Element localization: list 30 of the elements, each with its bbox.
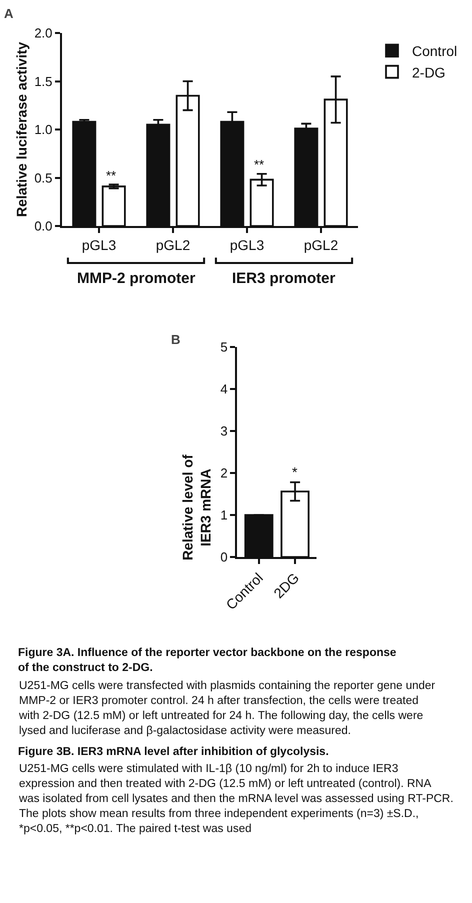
x-tick-label: pGL3 bbox=[82, 236, 116, 253]
x-tick-label: pGL2 bbox=[156, 236, 190, 253]
legend-label: Control bbox=[412, 43, 458, 60]
caption: Figure 3A. Influence of the reporter vector backbone on the response of the construct to 2-DG. bbox=[18, 647, 396, 674]
y-axis-title: Relative level of IER3 mRNA bbox=[179, 454, 214, 560]
y-tick-label: 5 bbox=[220, 340, 228, 355]
y-tick-label: 4 bbox=[220, 382, 228, 397]
y-tick-label: 1.5 bbox=[34, 74, 52, 89]
y-tick-label: 2 bbox=[220, 466, 228, 481]
y-tick-label: 0.5 bbox=[34, 170, 52, 186]
annotation: ** bbox=[106, 168, 116, 183]
annotation: ** bbox=[254, 157, 264, 172]
y-tick-label: 1 bbox=[220, 508, 228, 523]
y-tick-label: 1.0 bbox=[34, 122, 52, 138]
annotation: * bbox=[292, 464, 298, 480]
caption: Figure 3B. IER3 mRNA level after inhibition of glycolysis. bbox=[18, 746, 329, 758]
chart-title: A bbox=[4, 6, 14, 21]
x-tick-label: pGL2 bbox=[304, 236, 338, 253]
y-tick-label: 0 bbox=[220, 550, 228, 565]
text: U251-MG cells were transfected with plasmids containing the reporter gene under MMP-2 or IER3 promoter control. 24 h after transfection, the cells were treated with 2-DG (12.5 mM) or left untreated for 24 h. The following day, the cells were lysed and luciferase and β-galactosidase activity were measured. bbox=[18, 680, 436, 737]
y-tick-label: 2.0 bbox=[34, 26, 52, 41]
y-axis-title: Relative luciferase activity bbox=[13, 42, 30, 218]
y-tick-label: 0.0 bbox=[34, 218, 52, 234]
text: U251-MG cells were stimulated with IL-1β (10 ng/ml) for 2h to induce IER3 expression and then treated with 2-DG (12.5 mM) or left untreated (control). RNA was isolated from cell lysates and then the mRNA level was assessed using RT-PCR. The plots show mean results from three independent experiments (n=3) ±S.D., *p<0.05, **p<0.01. The paired t-test was used bbox=[18, 763, 454, 835]
legend-label: 2-DG bbox=[412, 64, 446, 80]
text: MMP-2 promoter bbox=[77, 270, 196, 287]
text: IER3 promoter bbox=[232, 270, 336, 287]
y-tick-label: 3 bbox=[220, 424, 228, 439]
chart-title: B bbox=[171, 332, 180, 347]
x-tick-label: pGL3 bbox=[230, 236, 264, 253]
